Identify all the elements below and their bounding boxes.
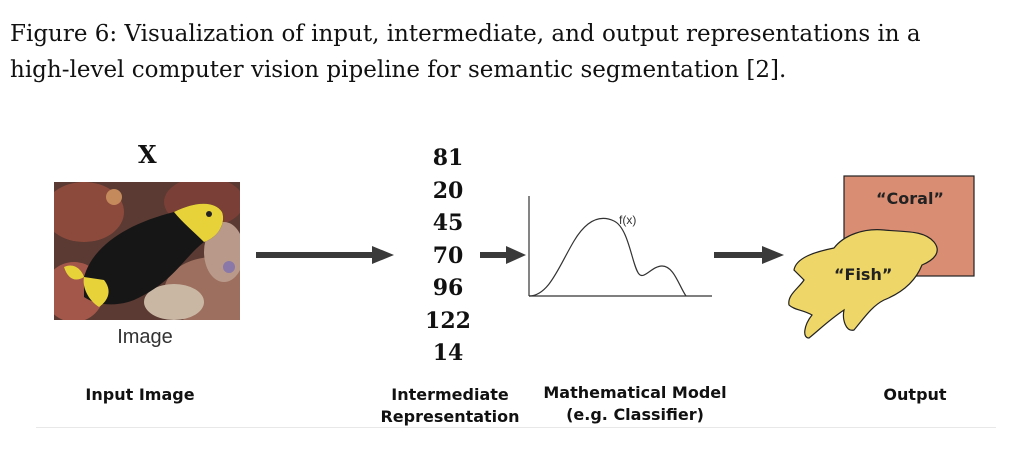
arrow-right-icon <box>480 246 526 264</box>
divider <box>36 427 996 428</box>
fish-label: “Fish” <box>834 265 892 284</box>
intermediate-values: 81 20 45 70 96 122 14 <box>410 142 486 370</box>
stage-label-intermediate: Intermediate Representation <box>380 385 520 426</box>
coral-label: “Coral” <box>876 189 944 208</box>
value-item: 96 <box>432 275 464 301</box>
function-label: f(x) <box>619 213 636 227</box>
value-item: 14 <box>432 340 464 366</box>
stage-label-output: Output <box>883 385 947 404</box>
arrow-right-icon <box>256 246 394 264</box>
value-item: 45 <box>432 210 464 236</box>
value-item: 70 <box>432 242 464 269</box>
fish-region <box>788 229 938 339</box>
caption-line-1: Figure 6: Visualization of input, interm… <box>10 21 921 47</box>
image-label: Image <box>117 326 173 348</box>
fish-photo <box>54 182 240 320</box>
value-item: 81 <box>432 145 464 171</box>
stage-label-input: Input Image <box>85 385 195 404</box>
arrow-right-icon <box>714 246 784 264</box>
segmentation-output: “Coral” “Fish” <box>788 175 975 339</box>
value-item: 122 <box>425 307 471 334</box>
fish-photo-icon <box>54 182 240 320</box>
caption-line-2: high-level computer vision pipeline for … <box>10 57 787 83</box>
value-item: 20 <box>432 177 464 204</box>
stage-label-model: Mathematical Model (e.g. Classifier) <box>543 383 727 424</box>
function-plot: f(x) <box>528 196 712 297</box>
figure-caption: Figure 6: Visualization of input, interm… <box>10 16 1025 88</box>
function-curve <box>528 217 687 297</box>
input-symbol: X <box>138 140 157 169</box>
